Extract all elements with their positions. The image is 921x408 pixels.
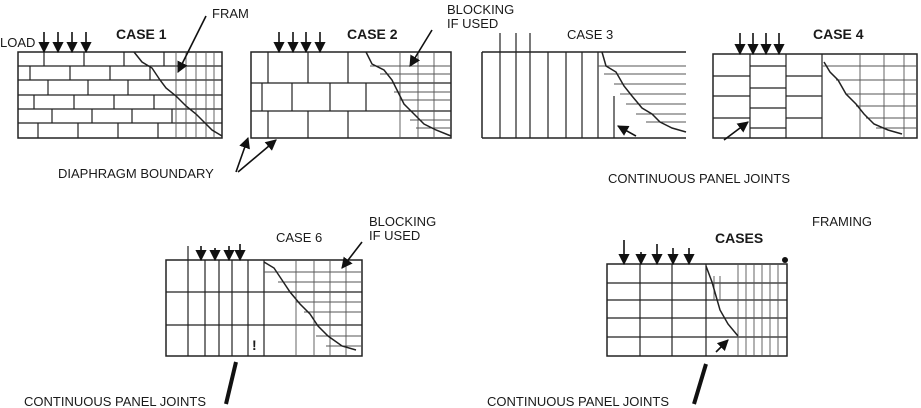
case-4-title: CASE 4 [813, 26, 864, 42]
diaphragm-boundary-arrows [235, 136, 277, 173]
case-2-panel [250, 51, 452, 139]
case-3-title: CASE 3 [567, 27, 613, 42]
blocking-label-2-line1: BLOCKING [369, 214, 436, 229]
case-1-title: CASE 1 [116, 26, 167, 42]
case-2-title: CASE 2 [347, 26, 398, 42]
joint-pointer-case-6 [224, 361, 238, 405]
continuous-panel-joints-top: CONTINUOUS PANEL JOINTS [608, 171, 790, 186]
joint-pointer-case-3 [617, 125, 637, 137]
case-4-panel [712, 53, 918, 139]
joint-pointer-case-4 [723, 121, 749, 141]
continuous-panel-joints-right: CONTINUOUS PANEL JOINTS [487, 394, 669, 408]
blocking-pointer-2 [341, 241, 363, 269]
load-arrows-case-1 [38, 32, 92, 54]
continuous-panel-joints-left: CONTINUOUS PANEL JOINTS [24, 394, 206, 408]
joint-pointer-cases [715, 339, 729, 353]
load-arrows-case-4 [734, 33, 785, 56]
blocking-label-1-line2: IF USED [447, 16, 498, 31]
case-6-panel [165, 246, 363, 357]
framing-label: FRAMING [812, 214, 872, 229]
fram-label: FRAM [212, 6, 249, 21]
blocking-label-1-line1: BLOCKING [447, 2, 514, 17]
blocking-label-2-line2: IF USED [369, 228, 420, 243]
diaphragm-boundary-label: DIAPHRAGM BOUNDARY [58, 166, 214, 181]
case-6-title: CASE 6 [276, 230, 322, 245]
load-arrows-case-2 [273, 32, 326, 54]
case-3-panel [481, 33, 687, 139]
load-arrows-case-6 [195, 244, 246, 262]
cases-title: CASES [715, 230, 763, 246]
fram-pointer [177, 15, 207, 74]
load-arrows-cases [618, 240, 695, 266]
exclamation-mark: ! [252, 337, 257, 353]
joint-pointer-cases-bar [692, 363, 708, 405]
cases-panel [606, 257, 788, 357]
load-label: LOAD [0, 35, 35, 50]
blocking-pointer-1 [409, 29, 433, 67]
case-1-panel [17, 51, 223, 139]
